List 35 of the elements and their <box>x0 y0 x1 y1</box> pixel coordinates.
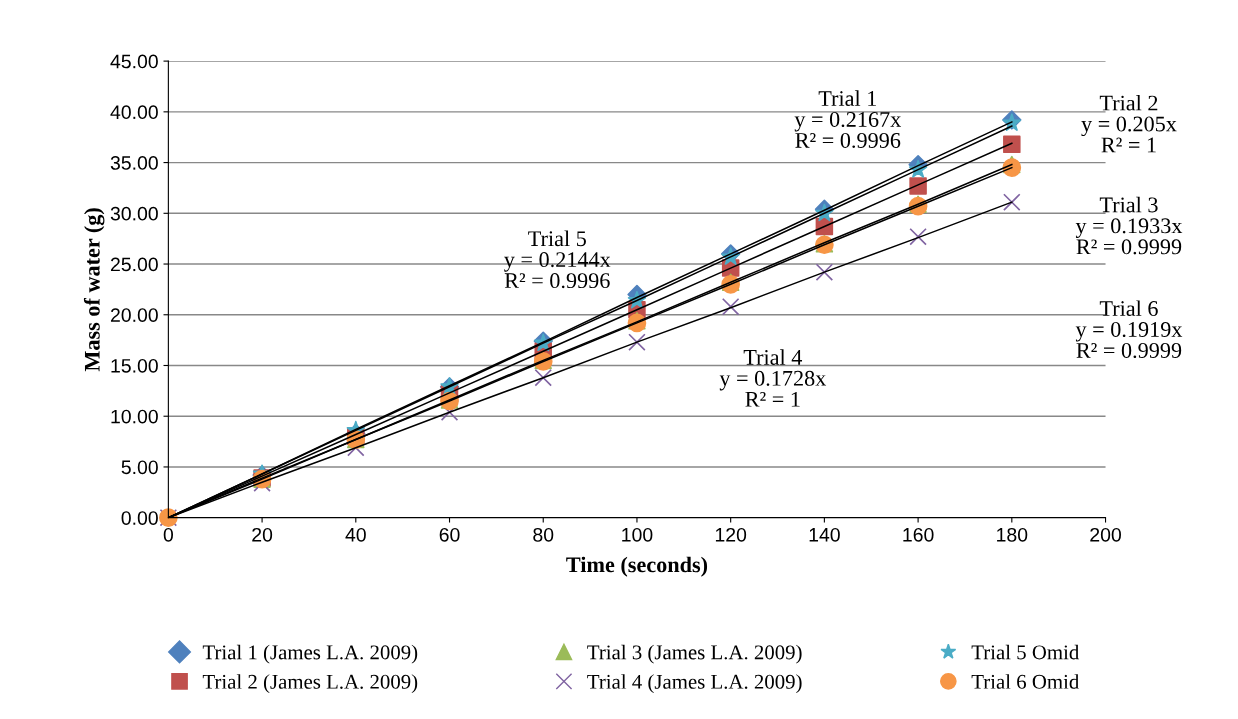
annotation: Trial 5 y = 0.2144x R² = 0.9996 <box>504 230 611 289</box>
y-tick-label: 20.00 <box>110 308 158 322</box>
annotation: Trial 2 y = 0.205x R² = 1 <box>1081 94 1177 153</box>
legend-label: Trial 3 (James L.A. 2009) <box>587 644 802 664</box>
x-tick-label: 160 <box>903 527 934 542</box>
x-tick-label: 140 <box>809 527 840 542</box>
x-tick-label: 40 <box>345 527 366 542</box>
legend-label: Trial 1 (James L.A. 2009) <box>202 644 418 664</box>
x-axis-title: Time (seconds) <box>566 556 708 577</box>
y-tick-label: 0.00 <box>121 511 158 525</box>
x-tick-label: 60 <box>439 527 460 542</box>
y-tick-label: 10.00 <box>111 409 158 424</box>
annotation: Trial 3 y = 0.1933x R² = 0.9999 <box>1075 196 1183 255</box>
legend-label: Trial 4 (James L.A. 2009) <box>587 674 802 694</box>
legend-label: Trial 5 Omid <box>971 644 1080 660</box>
x-tick-label: 200 <box>1090 527 1121 542</box>
x-tick-label: 0 <box>163 527 174 542</box>
x-tick-label: 180 <box>997 527 1028 542</box>
x-tick-label: 20 <box>252 527 273 542</box>
x-tick-label: 80 <box>533 527 554 542</box>
y-tick-label: 45.00 <box>110 54 158 69</box>
y-tick-label: 35.00 <box>110 156 158 170</box>
legend-label: Trial 6 Omid <box>971 674 1080 689</box>
y-tick-label: 5.00 <box>121 460 158 475</box>
annotation: Trial 1 y = 0.2167x R² = 0.9996 <box>794 90 902 149</box>
annotation: Trial 6 y = 0.1919x R² = 0.9999 <box>1075 300 1183 359</box>
y-tick-label: 40.00 <box>110 105 158 120</box>
x-tick-label: 120 <box>715 527 747 542</box>
annotation: Trial 4 y = 0.1728x R² = 1 <box>719 349 827 407</box>
y-tick-label: 30.00 <box>110 206 158 221</box>
y-tick-label: 15.00 <box>111 358 158 373</box>
y-axis-title: Mass of water (g) <box>83 208 105 372</box>
y-tick-label: 25.00 <box>110 257 158 272</box>
legend-label: Trial 2 (James L.A. 2009) <box>202 674 418 694</box>
x-tick-label: 100 <box>622 527 653 542</box>
